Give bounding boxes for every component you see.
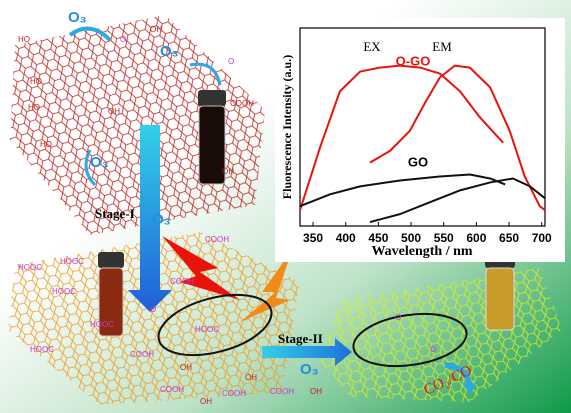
- functional-group: HOOC: [18, 263, 42, 272]
- functional-group: OH: [310, 387, 322, 396]
- functional-group: HOOC: [52, 287, 76, 296]
- functional-group: HOOC: [195, 325, 219, 334]
- x-tick-label: 700: [532, 231, 552, 245]
- functional-group: COOH: [170, 277, 194, 286]
- functional-group: OH: [108, 107, 120, 116]
- stage-label: Stage-I: [95, 206, 135, 221]
- functional-group: OH: [180, 363, 192, 372]
- x-tick-label: 450: [368, 231, 388, 245]
- functional-group: COOH: [270, 387, 294, 396]
- functional-group: HOOC: [30, 345, 54, 354]
- functional-group: O: [395, 313, 401, 322]
- functional-group: HO: [40, 140, 52, 149]
- graphical-abstract: Fluorescence Intensity (a.u.) Wavelength…: [0, 0, 571, 413]
- functional-group: COOH: [130, 350, 154, 359]
- ozone-label: O₃: [152, 211, 171, 228]
- y-axis-title: Fluorescence Intensity (a.u.): [280, 55, 294, 199]
- functional-group: HOOC: [60, 257, 84, 266]
- annotation: GO: [408, 154, 428, 169]
- ozone-label: O₃: [90, 154, 109, 171]
- functional-group: O: [120, 35, 126, 44]
- x-tick-label: 600: [466, 231, 486, 245]
- stage-label: Stage-II: [278, 331, 323, 346]
- x-tick-label: 650: [499, 231, 519, 245]
- x-tick-label: 400: [336, 231, 356, 245]
- functional-group: COOH: [205, 235, 229, 244]
- functional-group: OH: [150, 25, 162, 34]
- ozone-label: O₃: [160, 43, 179, 60]
- functional-group: OH: [222, 167, 234, 176]
- x-axis-title: Wavelength / nm: [371, 244, 472, 259]
- annotation: EX: [363, 39, 381, 54]
- annotation: O-GO: [396, 53, 431, 68]
- x-tick-label: 350: [303, 231, 323, 245]
- functional-group: OH: [200, 397, 212, 406]
- vial: [485, 252, 515, 330]
- ozone-label: O₃: [300, 361, 319, 378]
- functional-group: COOH: [230, 99, 254, 108]
- functional-group: O: [150, 305, 156, 314]
- functional-group: COOH: [222, 389, 246, 398]
- functional-group: O: [430, 345, 436, 354]
- x-tick-label: 500: [401, 231, 421, 245]
- functional-group: HOOC: [90, 320, 114, 329]
- functional-group: HO: [30, 77, 42, 86]
- functional-group: OH: [245, 373, 257, 382]
- ozone-label: O₃: [68, 9, 87, 26]
- functional-group: COOH: [160, 385, 184, 394]
- functional-group: HO: [18, 35, 30, 44]
- functional-group: HO: [28, 103, 40, 112]
- annotation: EM: [432, 39, 452, 54]
- x-tick-label: 550: [434, 231, 454, 245]
- functional-group: O: [228, 57, 234, 66]
